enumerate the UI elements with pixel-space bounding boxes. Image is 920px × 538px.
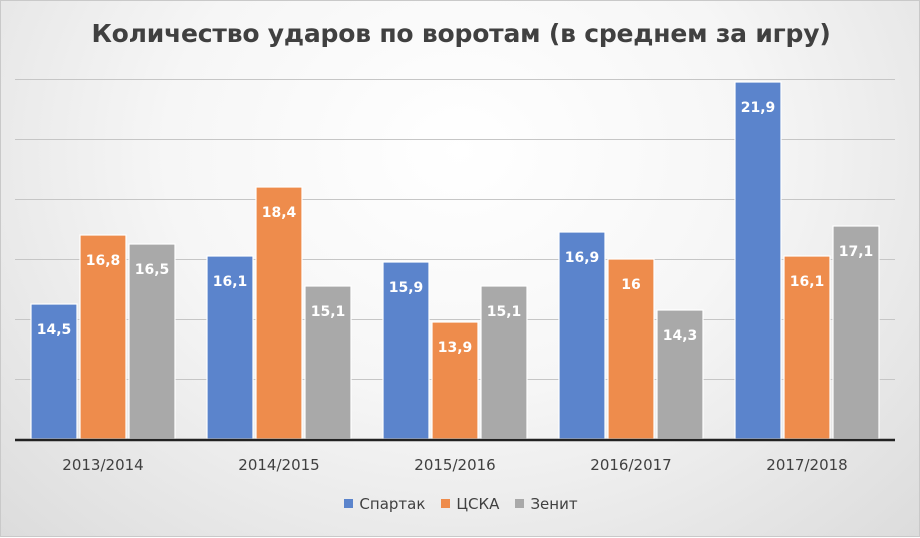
legend-label: Спартак — [359, 495, 426, 513]
chart-legend: Спартак ЦСКА Зенит — [1, 495, 920, 513]
legend-swatch — [344, 499, 354, 508]
legend-item: ЦСКА — [441, 495, 499, 513]
bar — [832, 225, 880, 440]
bar — [656, 309, 704, 440]
bar — [431, 321, 479, 440]
bar — [558, 231, 606, 440]
data-label: 15,1 — [311, 304, 346, 320]
data-label: 21,9 — [741, 100, 776, 116]
data-label: 16,8 — [86, 253, 121, 269]
data-label: 13,9 — [438, 340, 473, 356]
data-label: 16,5 — [135, 262, 170, 278]
data-label: 15,9 — [389, 280, 424, 296]
data-label: 14,5 — [37, 322, 72, 338]
data-label: 16,1 — [213, 274, 248, 290]
x-tick-label: 2014/2015 — [238, 456, 319, 474]
legend-item: Зенит — [515, 495, 578, 513]
x-tick-label: 2015/2016 — [414, 456, 495, 474]
data-label: 15,1 — [487, 304, 522, 320]
chart-title: Количество ударов по воротам (в среднем … — [91, 19, 831, 48]
data-label: 18,4 — [262, 205, 297, 221]
data-label: 17,1 — [839, 244, 874, 260]
legend-label: Зенит — [530, 495, 578, 513]
x-tick-label: 2013/2014 — [62, 456, 143, 474]
data-label: 16 — [621, 277, 640, 293]
bar — [783, 255, 831, 440]
data-label: 14,3 — [663, 328, 698, 344]
legend-swatch — [515, 499, 525, 508]
data-label: 16,9 — [565, 250, 600, 266]
bar — [255, 186, 303, 440]
legend-item: Спартак — [344, 495, 425, 513]
bar — [480, 285, 528, 440]
legend-swatch — [441, 499, 451, 508]
bar — [734, 81, 782, 440]
x-tick-label: 2016/2017 — [590, 456, 671, 474]
legend-label: ЦСКА — [456, 495, 500, 513]
data-label: 16,1 — [790, 274, 825, 290]
x-tick-label: 2017/2018 — [766, 456, 847, 474]
bar — [382, 261, 430, 440]
bar — [607, 258, 655, 440]
bar — [30, 303, 78, 440]
